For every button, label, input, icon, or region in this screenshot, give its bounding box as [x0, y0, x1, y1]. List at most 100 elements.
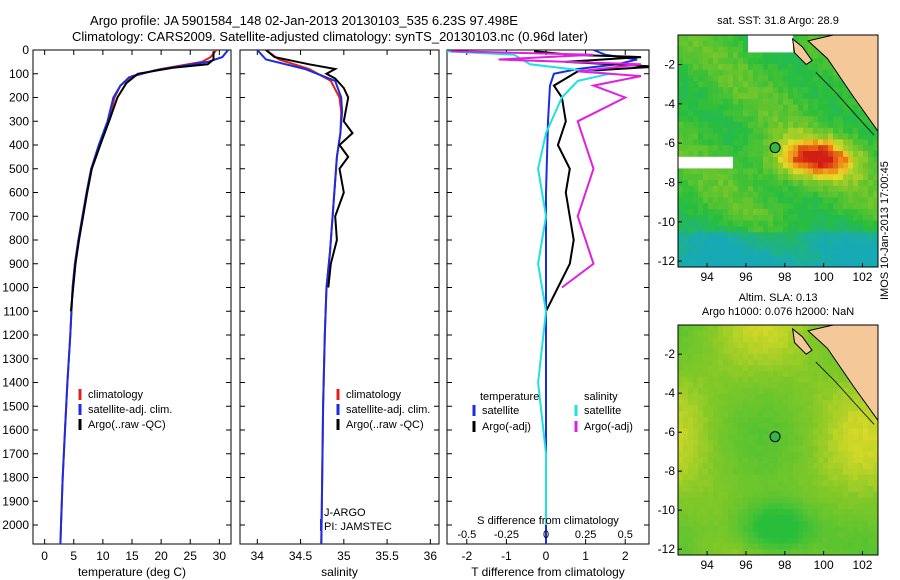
diff-legend-label: Argo(-adj) [482, 421, 531, 433]
sla_map-land-sumatra [807, 325, 878, 422]
difference-line-t-satellite [545, 50, 638, 544]
depth-tick-label: 200 [9, 91, 29, 105]
diff-legend-label: Argo(-adj) [584, 421, 633, 433]
depth-tick-label: 600 [9, 186, 29, 200]
sst_map: 94 96 98 100 102 -2 -4 -6 -8 -10 -12 sat. SST: 31.8… [658, 15, 879, 284]
sla_map-subtitle: Argo h1000: 0.076 h2000: NaN [702, 306, 854, 318]
sst_map-title: sat. SST: 31.8 Argo: 28.9 [717, 15, 839, 27]
temperature-line-satellite-adj-clim- [59, 50, 229, 544]
temperature-legend-label: climatology [88, 389, 144, 401]
difference-panel: -2 -1 0 1 2 T difference from climatology [446, 49, 650, 579]
depth-tick-label: 1100 [3, 304, 29, 318]
sst_map-land-sumatra [807, 35, 878, 133]
sla_map-argo-marker [769, 431, 781, 443]
depth-tick-label: 100 [9, 67, 29, 81]
sla_map: 94 96 98 100 102 -2 -4 -6 -8 -10 -12 Altim. SLA: 0.… [658, 292, 879, 572]
depth-tick-label: 1300 [2, 352, 29, 366]
difference-xtick-label: 2 [622, 549, 629, 563]
temperature-line-argo-raw-qc- [69, 51, 215, 312]
depth-tick-label: 900 [9, 257, 29, 271]
depth-tick-label: 1800 [2, 471, 29, 485]
temperature-line-climatology [59, 50, 218, 544]
sla_map-land-islands [791, 327, 813, 355]
difference-xtick-label: 1 [582, 549, 589, 563]
sla_map-ytick-label: -8 [664, 464, 675, 478]
sla_map-xtick-label: 102 [852, 558, 872, 572]
depth-tick-label: 2000 [2, 518, 29, 532]
depth-tick-label: 500 [9, 162, 29, 176]
sla_map-field [678, 325, 878, 555]
temperature-xlabel: temperature (deg C) [78, 565, 186, 579]
difference-xtick-label: 0 [543, 549, 550, 563]
salinity-xlabel: salinity [321, 565, 358, 579]
diff-top-tick-label: 0.25 [575, 529, 596, 541]
sst_map-argo-marker [769, 142, 781, 154]
sst_map-xtick-label: 96 [739, 270, 753, 284]
sla_map-ytick-label: -4 [664, 386, 675, 400]
chart-title-line2: Climatology: CARS2009. Satellite-adjuste… [72, 29, 588, 44]
diff-top-axis-label: S difference from climatology [477, 515, 619, 527]
depth-tick-label: 1200 [2, 328, 29, 342]
temperature-xtick-label: 30 [213, 549, 227, 563]
sst_map-frame [677, 34, 879, 268]
salinity-xtick-label: 35 [337, 549, 351, 563]
sst_map-xtick-label: 98 [778, 270, 792, 284]
salinity-axes-box [239, 49, 440, 545]
salinity-line-satellite-adj-clim- [256, 50, 344, 544]
sst_map-ytick-label: -12 [658, 254, 676, 268]
difference-series-group [447, 50, 649, 544]
depth-tick-label: 1900 [2, 494, 29, 508]
sla_map-xtick-label: 96 [739, 558, 753, 572]
temperature-series-group [59, 50, 229, 544]
sla_map-title: Altim. SLA: 0.13 [739, 292, 818, 304]
salinity-legend-label: Argo(..raw -QC) [346, 419, 424, 431]
difference-line-t-argo-adj- [533, 50, 649, 312]
difference-xtick-label: -1 [501, 549, 512, 563]
temperature-xtick-label: 5 [70, 549, 77, 563]
sla_map-xtick-label: 94 [700, 558, 714, 572]
salinity-xtick-label: 34.5 [289, 549, 313, 563]
difference-xtick-label: -2 [461, 549, 472, 563]
sla_map-xtick-label: 98 [778, 558, 792, 572]
sst_map-isobath [815, 72, 875, 136]
temperature-xtick-label: 10 [96, 549, 110, 563]
depth-tick-label: 300 [9, 114, 29, 128]
temperature-xtick-label: 20 [154, 549, 168, 563]
diff-legend-label: satellite [482, 405, 519, 417]
difference-line-s-argo-adj- [450, 50, 642, 289]
diff-top-tick-label: -0.5 [457, 529, 476, 541]
sla_map-xtick-label: 100 [814, 558, 834, 572]
salinity-annotation-pi: PI: JAMSTEC [324, 521, 392, 533]
sst_map-ytick-label: -4 [664, 97, 675, 111]
difference-axes-box [446, 49, 650, 545]
salinity-xtick-label: 34 [251, 549, 265, 563]
salinity-legend-label: climatology [346, 389, 402, 401]
diff-top-tick-label: 0 [543, 529, 549, 541]
sst_map-xtick-label: 102 [852, 270, 872, 284]
diff-top-tick-label: 0.5 [618, 529, 633, 541]
depth-tick-label: 1500 [2, 399, 29, 413]
temperature-legend-label: satellite-adj. clim. [88, 404, 172, 416]
depth-tick-label: 1600 [2, 423, 29, 437]
diff-legend-title-salinity: salinity [584, 391, 618, 403]
temperature-xtick-label: 25 [184, 549, 198, 563]
diff-legend-label: satellite [584, 405, 621, 417]
temperature-panel: 0 5 10 15 20 25 30 temperature (deg C) 0 100 200 30… [2, 43, 232, 579]
temperature-xtick-label: 15 [125, 549, 139, 563]
depth-tick-label: 1000 [2, 281, 29, 295]
sst_map-xtick-label: 94 [700, 270, 714, 284]
diff-legend-title-temperature: temperature [480, 391, 539, 403]
sst_map-ytick-label: -6 [664, 136, 675, 150]
salinity-annotation-float: J-ARGO [324, 507, 366, 519]
sst_map-field [678, 35, 878, 267]
temperature-xtick-label: 0 [41, 549, 48, 563]
sst_map-xtick-label: 100 [814, 270, 834, 284]
temperature-legend-label: Argo(..raw -QC) [88, 419, 166, 431]
sla_map-ytick-label: -10 [658, 503, 676, 517]
sla_map-ytick-label: -2 [664, 347, 675, 361]
sst_map-ytick-label: -2 [664, 57, 675, 71]
depth-tick-label: 1400 [2, 376, 29, 390]
depth-tick-label: 0 [22, 43, 29, 57]
salinity-xtick-label: 36 [424, 549, 438, 563]
